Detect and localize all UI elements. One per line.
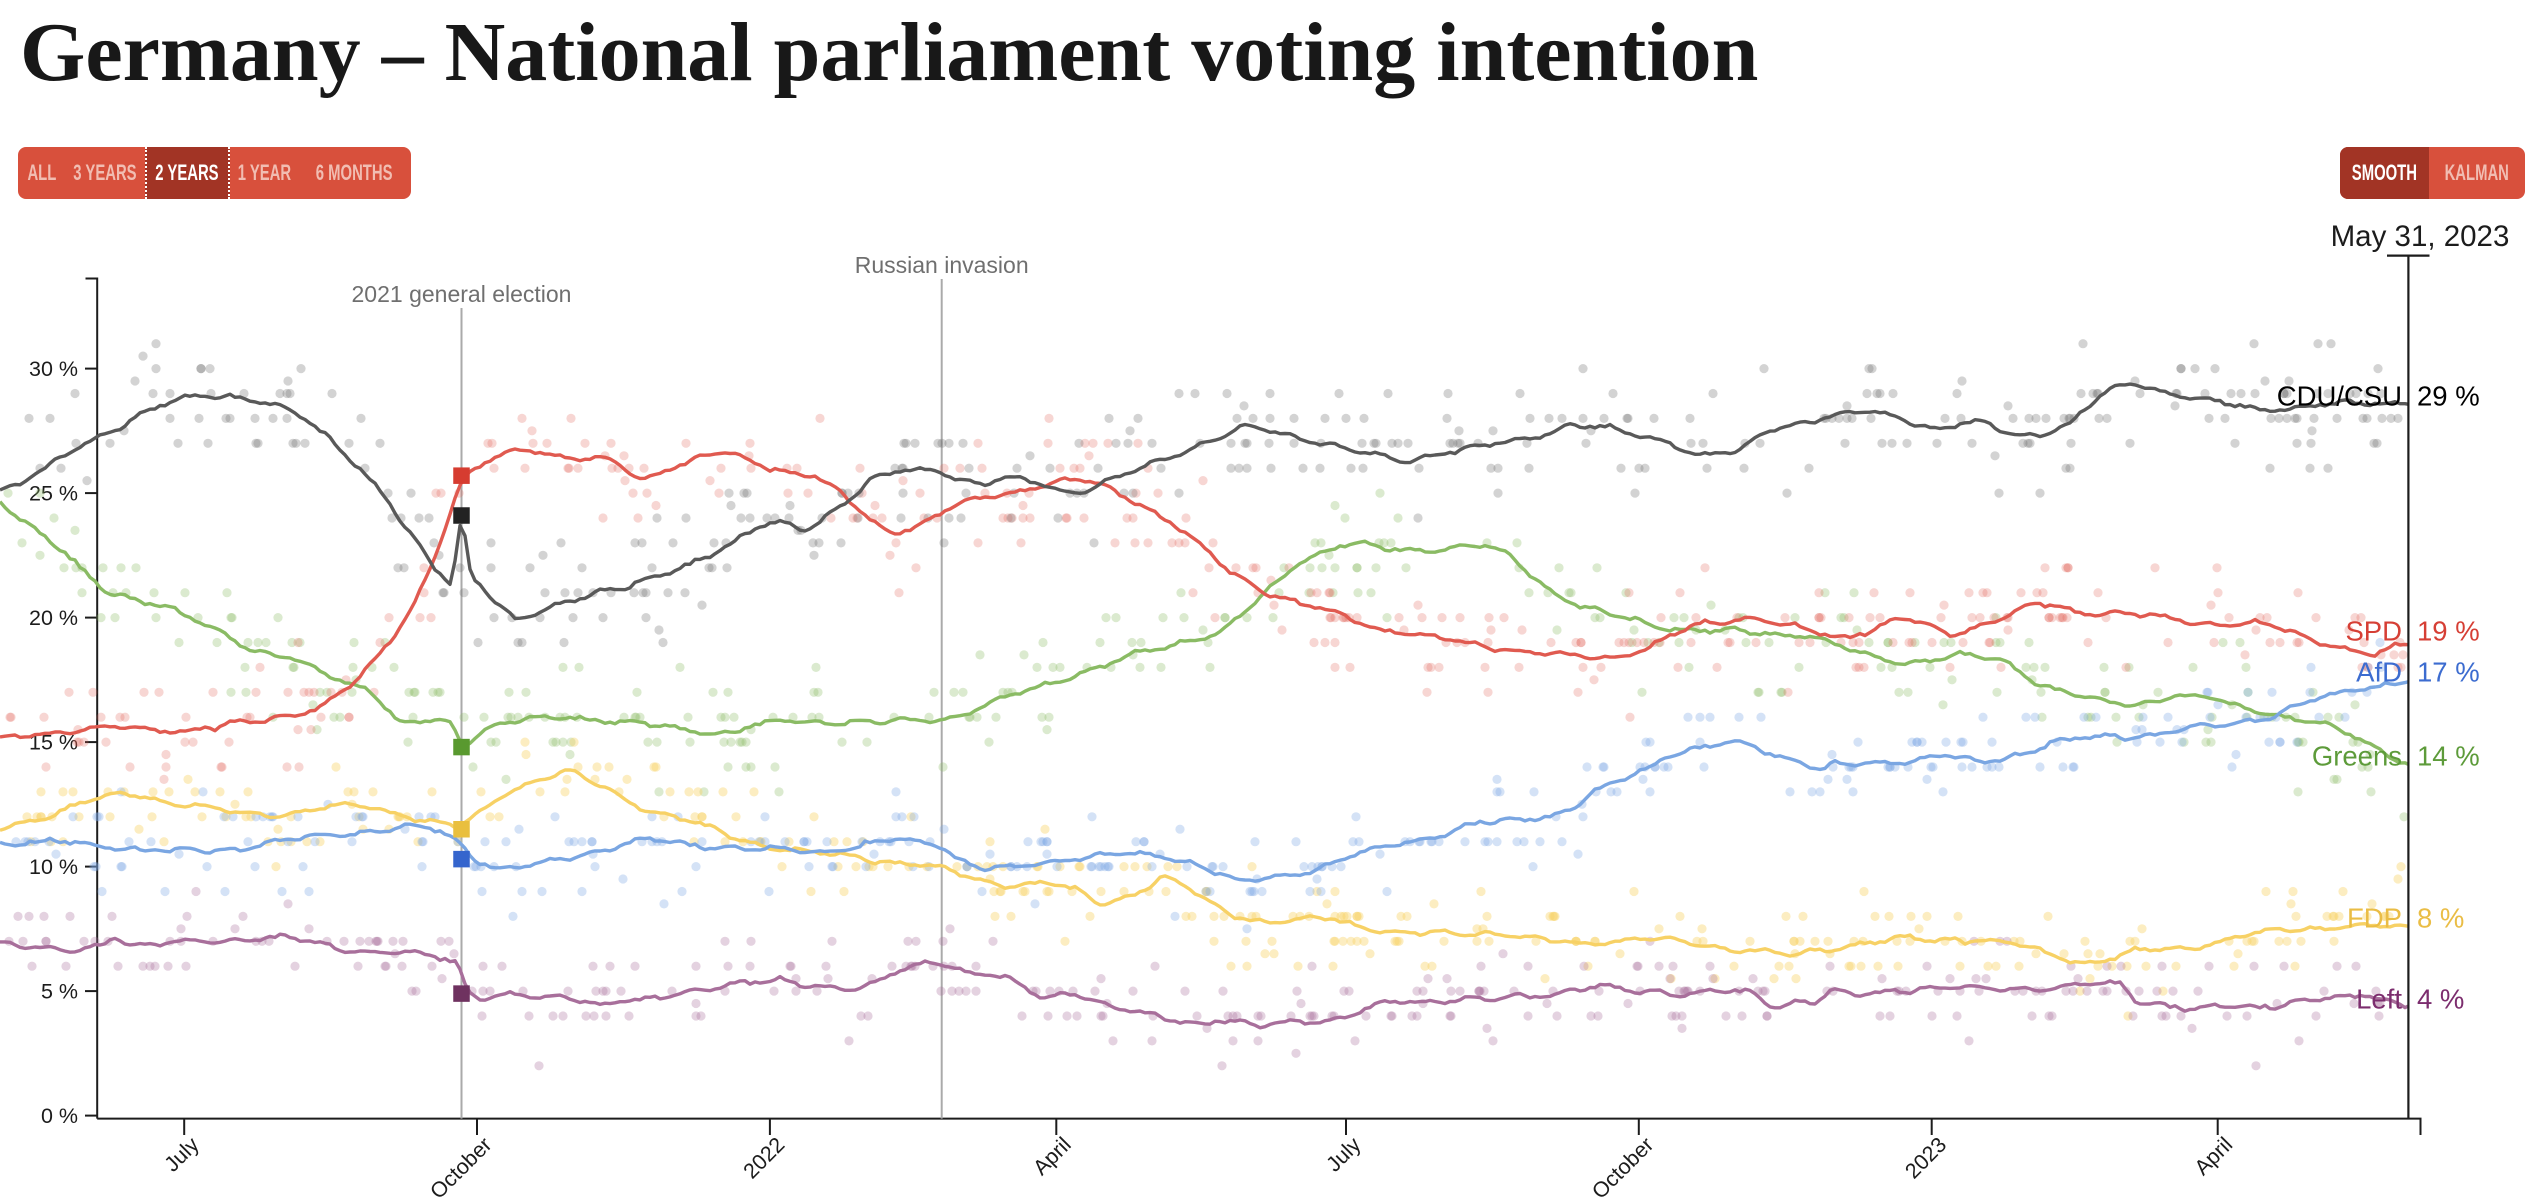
svg-text:25 %: 25 %: [29, 482, 78, 506]
svg-text:8 %: 8 %: [2417, 903, 2464, 934]
svg-text:Greens: Greens: [2312, 741, 2402, 772]
svg-text:17 %: 17 %: [2417, 657, 2480, 688]
svg-text:14 %: 14 %: [2417, 741, 2480, 772]
svg-text:30 %: 30 %: [29, 357, 78, 381]
svg-text:2022: 2022: [739, 1133, 790, 1184]
svg-text:5 %: 5 %: [41, 980, 78, 1004]
svg-text:19 %: 19 %: [2417, 616, 2480, 647]
svg-text:0 %: 0 %: [41, 1104, 78, 1128]
svg-text:October: October: [1587, 1133, 1658, 1202]
svg-text:April: April: [1028, 1133, 1075, 1180]
svg-text:AfD: AfD: [2356, 657, 2402, 688]
svg-text:Russian invasion: Russian invasion: [855, 252, 1029, 278]
svg-text:July: July: [1322, 1132, 1366, 1176]
svg-text:April: April: [2190, 1133, 2237, 1180]
svg-text:July: July: [160, 1132, 204, 1176]
svg-text:4 %: 4 %: [2417, 984, 2464, 1015]
svg-text:10 %: 10 %: [29, 855, 78, 879]
svg-text:SPD: SPD: [2345, 616, 2402, 647]
svg-text:CDU/CSU: CDU/CSU: [2277, 381, 2402, 412]
svg-text:FDP: FDP: [2347, 903, 2402, 934]
svg-text:Left: Left: [2356, 984, 2402, 1015]
svg-text:October: October: [425, 1133, 496, 1202]
svg-text:May 31, 2023: May 31, 2023: [2331, 220, 2510, 253]
svg-text:29 %: 29 %: [2417, 381, 2480, 412]
svg-text:20 %: 20 %: [29, 606, 78, 630]
svg-text:2021 general election: 2021 general election: [352, 281, 572, 307]
svg-text:2023: 2023: [1900, 1133, 1951, 1184]
